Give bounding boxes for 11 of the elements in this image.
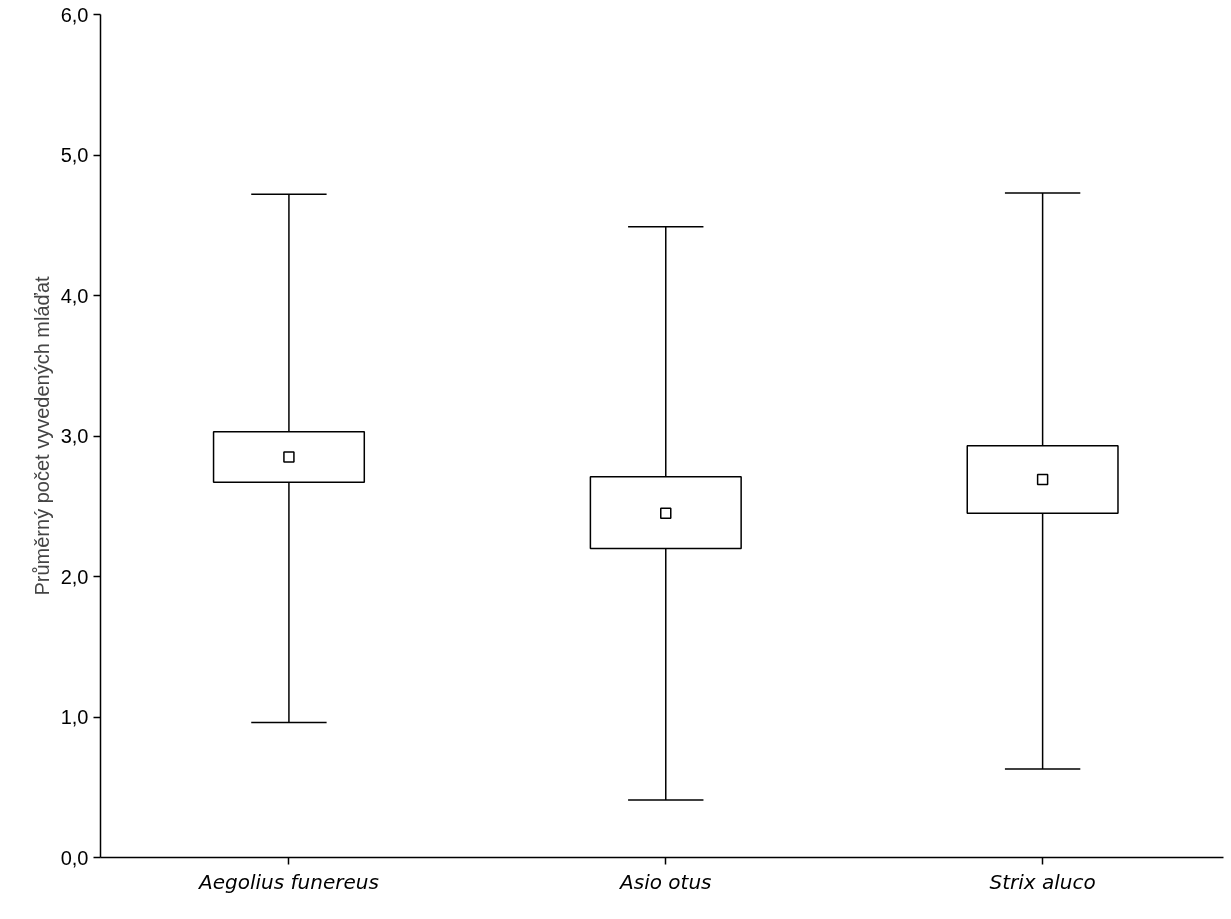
x-tick-label: Strix aluco	[989, 869, 1096, 894]
x-tick-label: Asio otus	[618, 869, 712, 894]
x-tick-label: Aegolius funereus	[197, 869, 379, 894]
y-tick-label: 1,0	[60, 706, 89, 728]
y-tick-label: 0,0	[60, 846, 89, 869]
y-tick-label: 2,0	[60, 565, 89, 588]
y-tick-label: 6,0	[60, 3, 89, 26]
y-tick-label: 5,0	[60, 144, 89, 166]
y-tick-label: 4,0	[60, 284, 89, 307]
y-axis-title: Průměrný počet vyvedených mláďat	[30, 276, 53, 596]
y-tick-label: 3,0	[60, 425, 89, 447]
